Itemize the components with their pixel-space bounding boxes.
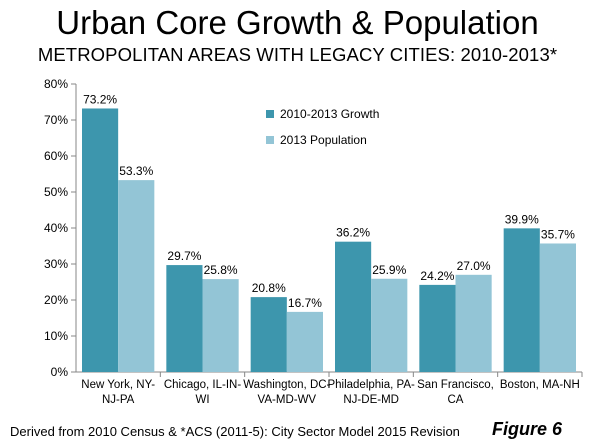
- y-tick-label: 80%: [44, 77, 68, 91]
- bar: [82, 108, 119, 372]
- y-tick-label: 60%: [44, 149, 68, 163]
- data-label: 25.9%: [372, 263, 406, 277]
- bar-chart: 0% 10% 20% 30% 40% 50% 60% 70% 80% 73.2% 53.3% New…: [44, 77, 583, 406]
- data-label: 24.2%: [420, 269, 454, 283]
- bar: [539, 243, 576, 372]
- bar: [503, 228, 540, 372]
- legend-swatch: [266, 136, 274, 144]
- chart-bars: [82, 108, 576, 372]
- category-label: Boston, MA-NH: [500, 379, 580, 391]
- data-label: 73.2%: [83, 92, 117, 106]
- data-label: 20.8%: [252, 281, 286, 295]
- category-label: Philadelphia, PA-NJ-DE-MD: [327, 379, 415, 406]
- bar: [371, 278, 408, 372]
- legend-swatch: [266, 110, 274, 118]
- y-tick-label: 20%: [44, 293, 68, 307]
- data-label: 53.3%: [119, 164, 153, 178]
- category-label: San Francisco, CA: [417, 379, 494, 406]
- y-tick-label: 10%: [44, 329, 68, 343]
- data-label: 39.9%: [505, 212, 539, 226]
- data-label: 35.7%: [541, 227, 575, 241]
- y-tick-label: 0%: [51, 365, 69, 379]
- bar: [166, 265, 203, 372]
- bar: [286, 311, 323, 372]
- data-label: 25.8%: [204, 263, 238, 277]
- data-label: 27.0%: [457, 259, 491, 273]
- chart-title: Urban Core Growth & Population: [56, 4, 539, 41]
- data-label: 16.7%: [288, 296, 322, 310]
- category-label: Washington, DC-VA-MD-WV: [243, 379, 330, 406]
- legend-entry: 2010-2013 Growth: [280, 107, 379, 121]
- data-label: 29.7%: [167, 249, 201, 263]
- y-tick-label: 30%: [44, 257, 68, 271]
- bar: [202, 279, 239, 372]
- chart-legend: 2010-2013 Growth 2013 Population: [266, 107, 379, 147]
- chart-labels: 73.2% 53.3% New York, NY-NJ-PA 29.7%25.8% Ch…: [81, 92, 579, 406]
- data-label: 36.2%: [336, 226, 370, 240]
- bar: [455, 274, 492, 372]
- bar: [250, 297, 287, 372]
- source-note: Derived from 2010 Census & *ACS (2011-5)…: [10, 424, 460, 439]
- bar: [335, 241, 372, 372]
- chart-subtitle: METROPOLITAN AREAS WITH LEGACY CITIES: 2…: [37, 44, 558, 65]
- bar: [118, 180, 155, 372]
- y-tick-label: 40%: [44, 221, 68, 235]
- y-tick-label: 50%: [44, 185, 68, 199]
- category-label: Chicago, IL-IN-WI: [164, 379, 242, 406]
- category-label: New York, NY-NJ-PA: [81, 379, 155, 406]
- legend-entry: 2013 Population: [280, 133, 367, 147]
- figure-label: Figure 6: [492, 419, 563, 439]
- y-tick-label: 70%: [44, 113, 68, 127]
- chart-axes: 0% 10% 20% 30% 40% 50% 60% 70% 80%: [44, 77, 583, 379]
- bar: [419, 284, 456, 372]
